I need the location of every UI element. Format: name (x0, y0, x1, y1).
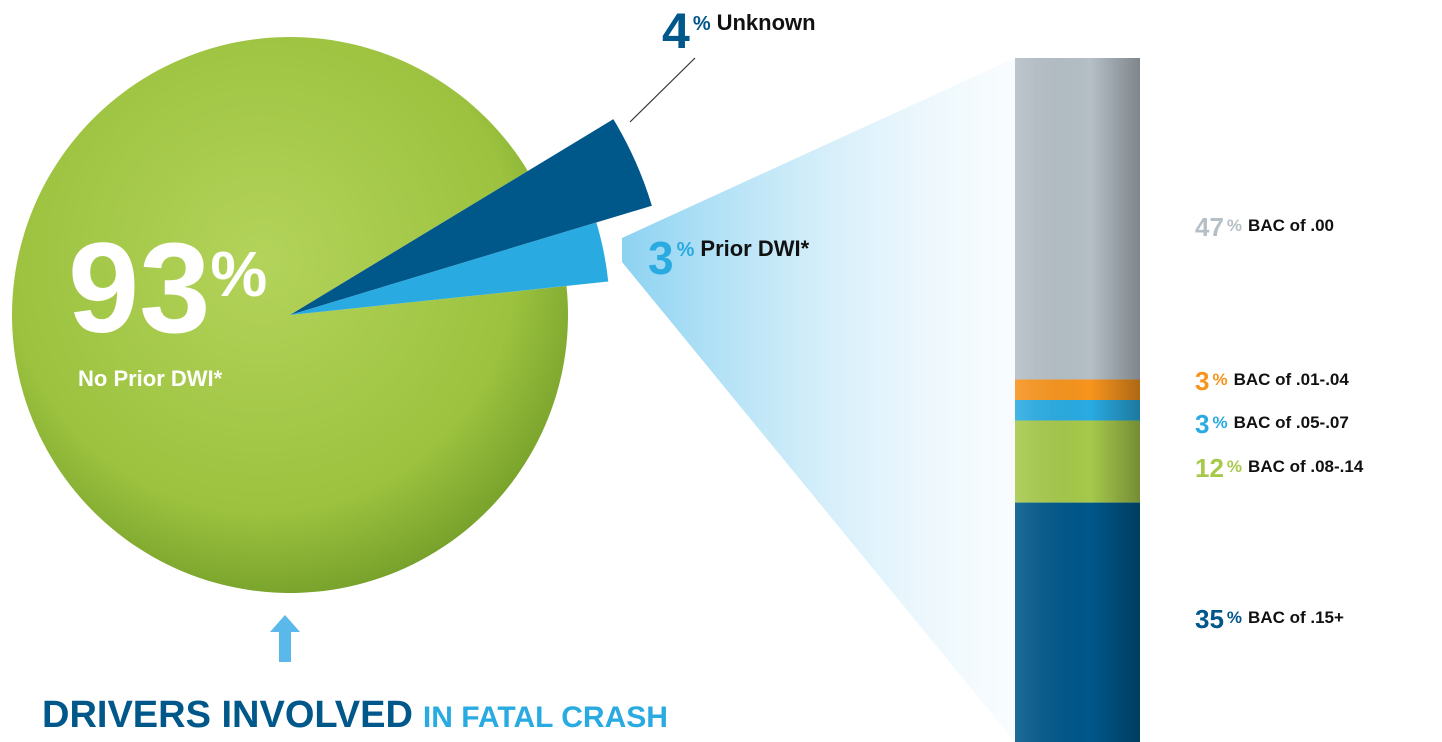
caption-rest: IN FATAL CRASH (423, 701, 668, 734)
value-label: 35 (1195, 604, 1224, 634)
category-label: BAC of .01-.04 (1234, 370, 1350, 389)
category-label: BAC of .08-.14 (1248, 457, 1364, 476)
unit-label: % (210, 238, 267, 310)
category-label: No Prior DWI* (78, 366, 223, 391)
value-label: 47 (1195, 212, 1224, 242)
bar-shade (1015, 58, 1140, 380)
slice-label: 93% (68, 217, 267, 360)
unit-label: % (1227, 216, 1242, 235)
pie-slice (290, 119, 652, 315)
pie-slice (290, 222, 609, 315)
bar-shade (1015, 420, 1140, 503)
value-label: 3 (648, 232, 674, 284)
unit-label: % (1212, 370, 1227, 389)
caption-main: DRIVERS INVOLVED (42, 694, 413, 736)
unit-label: % (1212, 413, 1227, 432)
slice-label: 3% Prior DWI* (648, 232, 810, 284)
slice-label: 47% BAC of .00 (1195, 212, 1334, 242)
slice-label: 3% BAC of .05-.07 (1195, 409, 1349, 439)
unit-label: % (677, 239, 695, 261)
category-label: BAC of .00 (1248, 216, 1334, 235)
stacked-bar (1015, 58, 1140, 742)
unit-label: % (1227, 608, 1242, 627)
category-label: Prior DWI* (700, 236, 809, 261)
value-label: 93 (68, 217, 210, 360)
slice-label: 4% Unknown (662, 3, 816, 59)
pie-slice (12, 37, 569, 594)
pie (12, 37, 652, 594)
bar-shade (1015, 379, 1140, 400)
value-label: 3 (1195, 366, 1209, 396)
connector-fan (622, 58, 1015, 742)
category-label: Unknown (717, 10, 816, 35)
unit-label: % (1227, 457, 1242, 476)
leader-line (629, 57, 696, 123)
up-arrow (270, 615, 300, 662)
category-label: BAC of .05-.07 (1234, 413, 1349, 432)
caption: DRIVERS INVOLVED IN FATAL CRASH (42, 694, 668, 736)
slice-label: 3% BAC of .01-.04 (1195, 366, 1349, 396)
category-label: BAC of .15+ (1248, 608, 1344, 627)
slice-label: 12% BAC of .08-.14 (1195, 453, 1364, 483)
value-label: 3 (1195, 409, 1209, 439)
bar-shade (1015, 502, 1140, 742)
unit-label: % (693, 13, 711, 35)
bar-shade (1015, 400, 1140, 421)
value-label: 12 (1195, 453, 1224, 483)
value-label: 4 (662, 3, 690, 59)
slice-label: 35% BAC of .15+ (1195, 604, 1344, 634)
